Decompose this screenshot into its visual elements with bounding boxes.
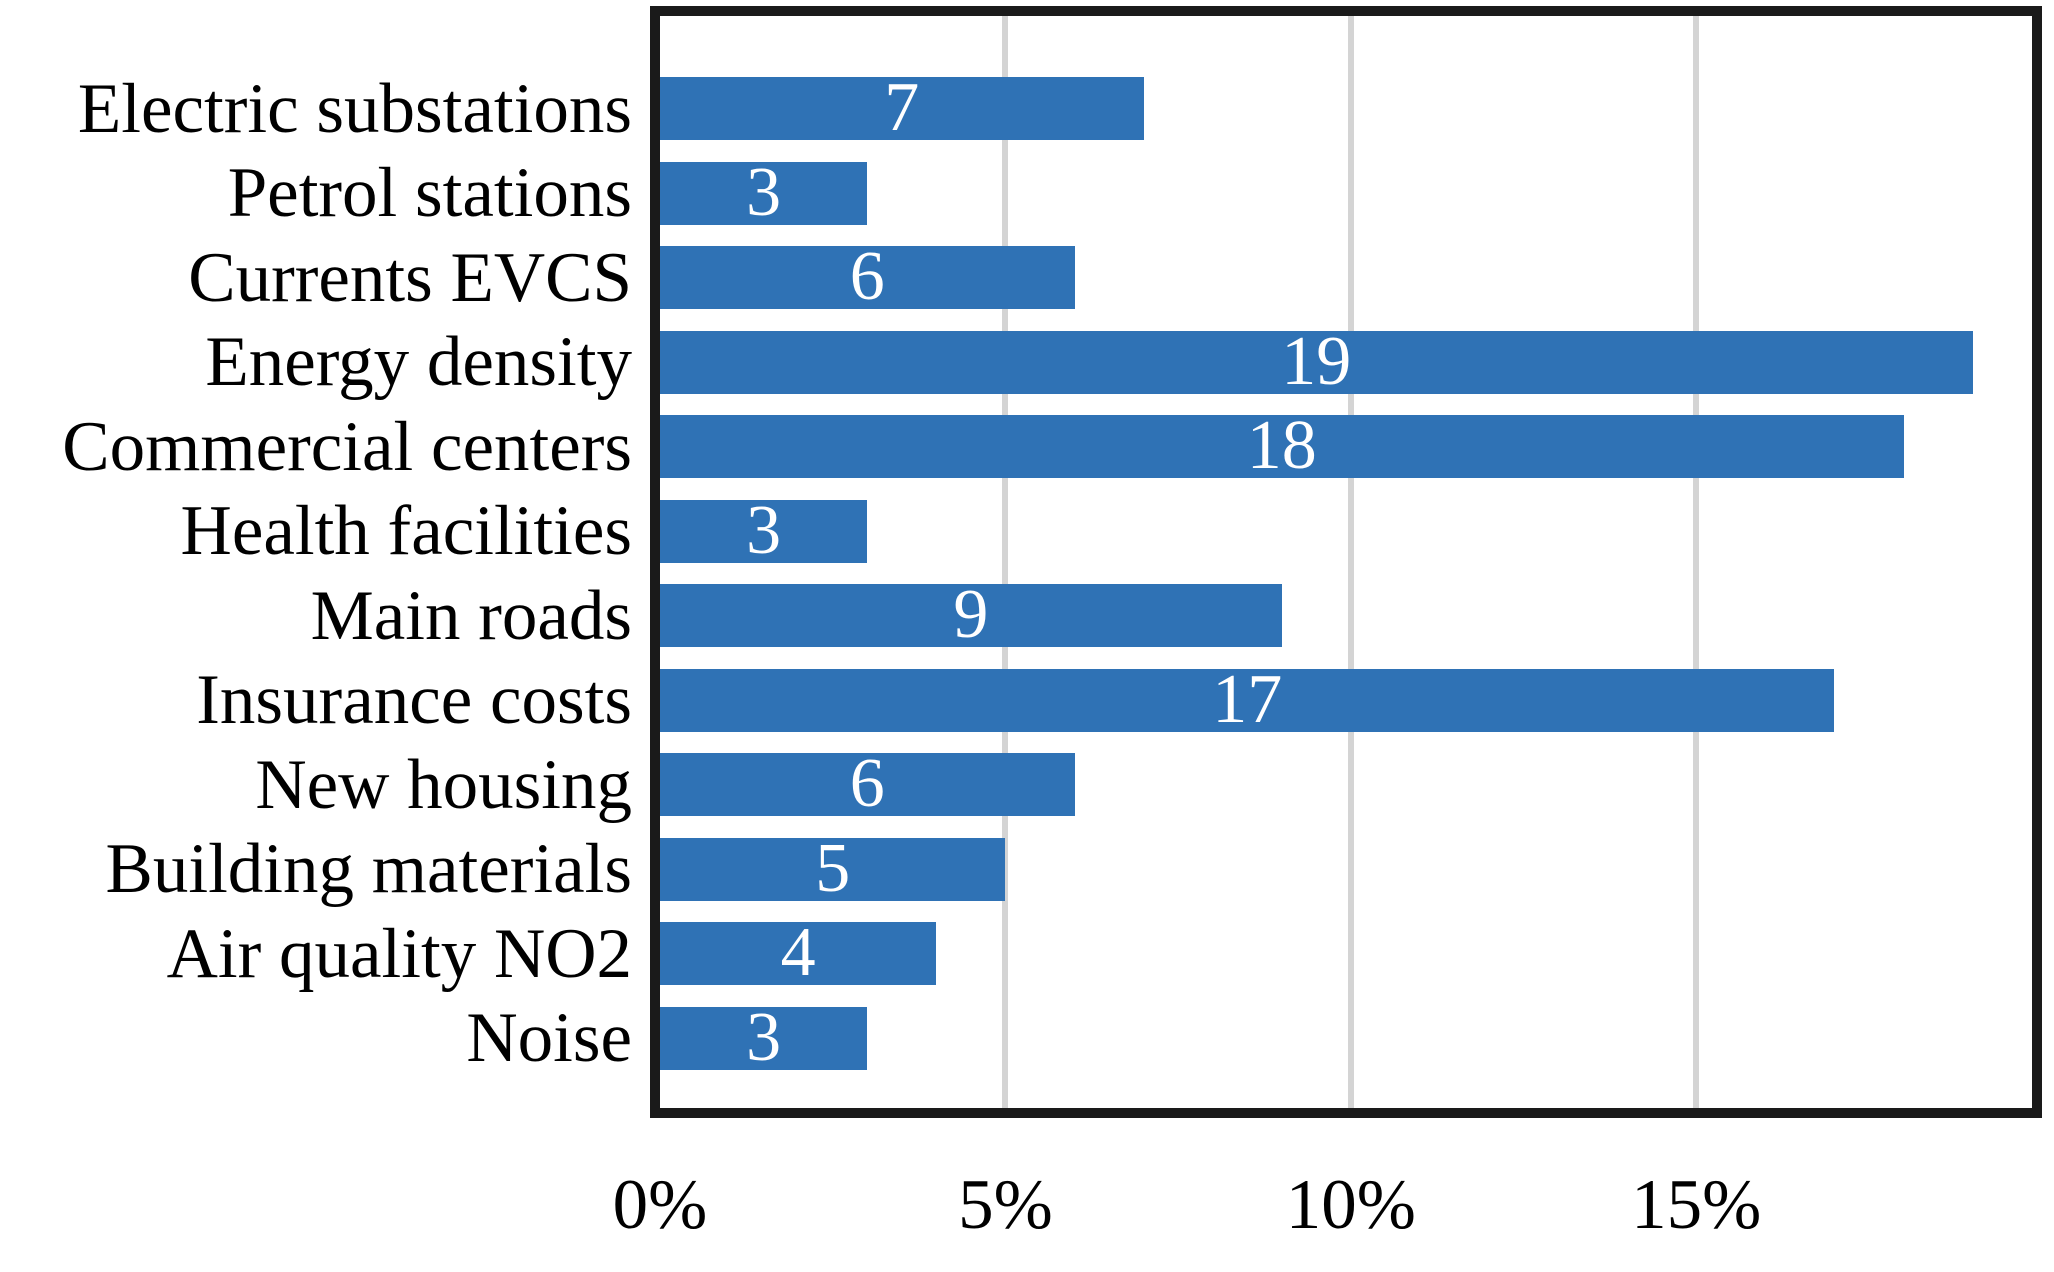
- bar-8: 6: [660, 749, 1075, 819]
- x-tick-label-15%: 15%: [1631, 1166, 1762, 1244]
- bar-2: 6: [660, 242, 1075, 312]
- bar-9: 5: [660, 833, 1006, 903]
- gridline-10%: [1347, 16, 1354, 1108]
- category-label-9: Building materials: [105, 830, 632, 908]
- bar-value-label: 5: [815, 829, 851, 907]
- bar-7: 17: [660, 664, 1835, 734]
- bar-11: 3: [660, 1002, 868, 1072]
- bar-value-label: 19: [1281, 322, 1352, 400]
- bar-value-label: 17: [1212, 660, 1283, 738]
- bar-value-label: 18: [1246, 407, 1317, 484]
- bar-4: 18: [660, 411, 1904, 481]
- bar-value-label: 3: [746, 491, 782, 569]
- bar-5: 3: [660, 495, 868, 565]
- bar-0: 7: [660, 73, 1144, 143]
- bar-1: 3: [660, 157, 868, 227]
- x-tick-label-0%: 0%: [612, 1166, 708, 1244]
- category-label-10: Air quality NO2: [166, 914, 632, 993]
- x-tick-label-10%: 10%: [1285, 1166, 1416, 1244]
- plot-area: 7 3 6 19 18 3 9 17 6 5 4 3: [650, 6, 2042, 1118]
- category-label-0: Electric substations: [77, 69, 632, 148]
- category-label-4: Commercial centers: [62, 407, 632, 486]
- category-label-2: Currents EVCS: [188, 238, 632, 317]
- bar-value-label: 4: [780, 914, 816, 991]
- category-label-1: Petrol stations: [227, 154, 632, 232]
- value-axis-labels: 0% 5% 10% 15%: [0, 1150, 2054, 1270]
- x-tick-label-5%: 5%: [958, 1166, 1053, 1244]
- category-label-3: Energy density: [205, 323, 632, 401]
- category-axis-labels: Electric substations Petrol stations Curre…: [0, 0, 638, 1272]
- category-label-6: Main roads: [310, 576, 632, 655]
- gridline-5%: [1002, 16, 1009, 1108]
- bar-10: 4: [660, 918, 937, 988]
- category-label-7: Insurance costs: [196, 661, 632, 739]
- category-label-5: Health facilities: [180, 492, 632, 570]
- gridline-15%: [1693, 16, 1700, 1108]
- bar-value-label: 7: [884, 69, 920, 146]
- bar-6: 9: [660, 580, 1282, 650]
- bar-value-label: 9: [953, 576, 989, 653]
- bar-value-label: 6: [849, 745, 885, 822]
- category-label-8: New housing: [255, 745, 632, 824]
- bar-value-label: 6: [849, 238, 885, 315]
- bar-value-label: 3: [746, 998, 782, 1076]
- bar-3: 19: [660, 326, 1973, 396]
- bar-value-label: 3: [746, 153, 782, 231]
- category-label-11: Noise: [466, 999, 632, 1077]
